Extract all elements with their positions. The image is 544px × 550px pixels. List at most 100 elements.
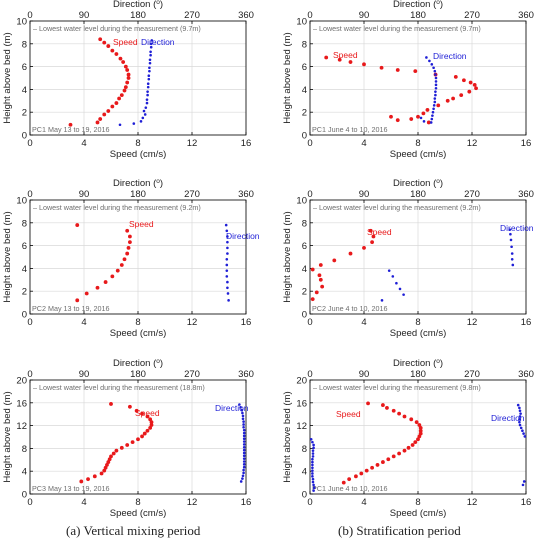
point-speed xyxy=(102,468,107,473)
water-level-note: – Lowest water level during the measurem… xyxy=(33,383,205,392)
point-direction xyxy=(380,299,384,302)
point-direction xyxy=(434,80,438,83)
point-direction xyxy=(311,475,314,478)
point-direction xyxy=(518,420,521,424)
y-tick-label: 2 xyxy=(302,287,307,298)
point-direction xyxy=(521,429,524,433)
point-direction xyxy=(432,104,436,107)
point-speed xyxy=(416,437,420,442)
point-speed xyxy=(122,88,127,93)
point-speed xyxy=(359,471,364,476)
point-direction xyxy=(241,414,245,418)
x-tick-label: 8 xyxy=(415,317,420,328)
point-speed xyxy=(114,52,119,56)
point-speed xyxy=(418,431,423,436)
point-direction xyxy=(242,454,246,458)
top-tick-label: 360 xyxy=(518,369,534,380)
point-direction xyxy=(311,449,315,452)
point-direction xyxy=(312,483,315,487)
point-speed xyxy=(99,471,104,476)
x-axis-label: Speed (cm/s) xyxy=(390,508,447,519)
x-tick-label: 16 xyxy=(241,138,252,149)
point-direction xyxy=(510,245,513,249)
point-speed xyxy=(347,477,352,482)
point-direction xyxy=(398,287,402,291)
point-speed xyxy=(366,401,370,406)
y-tick-label: 0 xyxy=(302,310,307,321)
top-tick-label: 90 xyxy=(79,369,90,380)
water-level-note: – Lowest water level during the measurem… xyxy=(313,383,481,392)
point-direction xyxy=(511,263,515,267)
x-tick-label: 12 xyxy=(467,317,478,328)
point-direction xyxy=(433,69,437,73)
point-speed xyxy=(364,468,369,473)
point-direction xyxy=(146,90,149,93)
x-axis-label: Speed (cm/s) xyxy=(390,328,447,339)
top-tick-label: 90 xyxy=(79,189,90,200)
top-axis-label: Direction (o) xyxy=(113,0,163,10)
point-direction xyxy=(225,269,229,272)
y-tick-label: 8 xyxy=(22,218,27,229)
point-direction xyxy=(516,403,520,407)
x-tick-label: 12 xyxy=(467,138,478,149)
x-tick-label: 4 xyxy=(361,138,366,149)
top-tick-label: 0 xyxy=(307,10,312,21)
point-direction xyxy=(238,403,241,406)
point-speed xyxy=(348,251,353,256)
point-speed xyxy=(148,425,153,430)
point-speed xyxy=(354,474,358,479)
point-direction xyxy=(312,446,315,450)
point-direction xyxy=(242,465,246,469)
y-tick-label: 8 xyxy=(22,444,27,455)
x-tick-label: 16 xyxy=(241,317,252,328)
x-tick-label: 0 xyxy=(307,317,312,328)
top-tick-label: 270 xyxy=(184,10,200,21)
station-label: PC1 June 4 to 10, 2016 xyxy=(312,484,388,493)
point-speed xyxy=(149,420,154,425)
point-direction xyxy=(242,443,246,446)
top-axis-label: Direction (o) xyxy=(113,178,163,189)
top-tick-label: 90 xyxy=(359,10,370,21)
station-label: PC2 May 13 to 19, 2016 xyxy=(32,304,110,313)
point-speed xyxy=(370,240,374,245)
point-direction xyxy=(148,66,151,70)
point-speed xyxy=(114,448,119,453)
y-tick-label: 10 xyxy=(296,196,307,207)
y-tick-label: 8 xyxy=(22,39,27,50)
top-axis-label: Direction (o) xyxy=(393,0,443,10)
point-direction xyxy=(432,107,435,111)
point-speed xyxy=(125,68,130,72)
x-tick-label: 0 xyxy=(307,138,312,149)
point-direction xyxy=(242,434,246,438)
series-label-direction: Direction xyxy=(491,413,525,423)
chart-panel-PC2-a: 0 4 8 12 16 Speed (cm/s) 0 90 180 270 360 Direction… xyxy=(2,178,254,339)
point-direction xyxy=(311,460,314,464)
point-direction xyxy=(242,448,246,452)
y-tick-label: 4 xyxy=(22,85,27,96)
point-direction xyxy=(147,77,151,81)
x-tick-label: 0 xyxy=(27,138,32,149)
point-speed xyxy=(121,60,126,64)
point-direction xyxy=(225,275,229,278)
point-speed xyxy=(84,291,89,296)
x-tick-label: 4 xyxy=(361,497,366,508)
top-axis-label: Direction (o) xyxy=(393,358,443,369)
y-axis-label: Height above bed (m) xyxy=(2,32,13,123)
series-label-direction: Direction xyxy=(500,223,534,233)
caption-stratification: (b) Stratification period xyxy=(338,523,461,538)
point-speed xyxy=(125,228,130,233)
y-tick-label: 10 xyxy=(296,17,307,28)
point-direction xyxy=(509,238,513,242)
x-tick-label: 16 xyxy=(521,138,532,149)
point-speed xyxy=(362,62,366,67)
point-direction xyxy=(132,122,136,125)
point-speed xyxy=(125,443,130,447)
x-tick-label: 4 xyxy=(81,138,86,149)
point-speed xyxy=(472,82,477,87)
point-speed xyxy=(332,258,337,263)
top-tick-label: 90 xyxy=(359,189,370,200)
y-tick-label: 20 xyxy=(16,376,27,387)
point-direction xyxy=(425,56,428,59)
point-direction xyxy=(431,114,434,117)
point-speed xyxy=(117,96,121,101)
